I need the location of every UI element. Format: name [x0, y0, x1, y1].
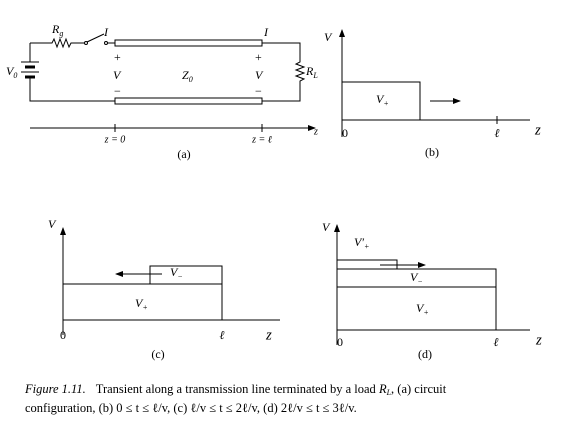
subscript: L: [312, 71, 318, 80]
symbol: V: [170, 265, 179, 279]
symbol: V: [416, 301, 425, 315]
polarity: +: [114, 50, 121, 64]
caption-text: Transient along a transmission line term…: [96, 382, 379, 396]
length-label: ℓ: [220, 328, 225, 342]
voltage-label: V: [255, 68, 264, 82]
position-label: z = 0: [104, 134, 126, 145]
wire-load: [262, 42, 306, 102]
symbol: R: [305, 64, 314, 78]
caption-text: , (a) circuit: [391, 382, 447, 396]
voltage-label: V: [113, 68, 122, 82]
symbol: V: [376, 92, 385, 106]
wave-label: V+: [416, 301, 429, 317]
origin-label: 0: [342, 126, 348, 140]
wire-source-resistor: [30, 37, 85, 49]
axis-label: V: [322, 220, 331, 234]
caption-line: configuration, (b) 0 ≤ t ≤ ℓ/v, (c) ℓ/v …: [25, 401, 357, 415]
axis-label: z: [534, 122, 541, 138]
subscript: 0: [13, 71, 17, 80]
caption-line: Figure 1.11. Transient along a transmissi…: [24, 382, 447, 397]
panel-label: (c): [151, 347, 164, 361]
symbol: V: [410, 270, 419, 284]
wave-label: V−: [410, 270, 423, 286]
current-label: I: [263, 25, 269, 39]
subscript: g: [59, 29, 63, 38]
axis-label: V: [48, 217, 57, 231]
panel-b: [339, 29, 530, 137]
axis-label: z: [535, 332, 542, 348]
wire-return: [29, 78, 115, 102]
axis-label: z: [265, 327, 272, 343]
length-label: ℓ: [494, 335, 499, 349]
length-label: ℓ: [495, 126, 500, 140]
panel-d: [334, 224, 530, 345]
load-label: RL: [305, 64, 318, 80]
polarity: +: [255, 50, 262, 64]
wave-label: V+: [376, 92, 389, 108]
wave-label: V+: [135, 296, 148, 312]
line-conductor-bottom: [114, 97, 263, 105]
wave-front: [341, 81, 421, 121]
polarity: −: [114, 84, 121, 98]
symbol: V: [6, 64, 15, 78]
line-conductor-top: [114, 39, 263, 47]
polarity: −: [255, 84, 262, 98]
wave-label: V′+: [354, 235, 369, 251]
symbol: R: [51, 22, 60, 36]
symbol: V: [135, 296, 144, 310]
panel-label: (a): [177, 147, 190, 161]
subscript: +: [383, 99, 388, 108]
symbol: Z: [182, 68, 189, 82]
panel-label: (d): [418, 347, 432, 361]
current-label: I: [103, 25, 109, 39]
subscript: −: [417, 277, 422, 286]
subscript: −: [177, 272, 182, 281]
wave-forward: [62, 283, 223, 321]
figure-number: Figure 1.11.: [24, 382, 86, 396]
impedance-label: Z0: [182, 68, 193, 84]
origin-label: 0: [337, 335, 343, 349]
switch-contact: [84, 41, 88, 45]
wave-label: V−: [170, 265, 183, 281]
subscript: +: [423, 308, 428, 317]
position-label: z = ℓ: [251, 134, 272, 145]
switch-blade: [86, 33, 105, 43]
resistor-label: Rg: [51, 22, 63, 38]
subscript: +: [142, 303, 147, 312]
axis-label: V: [324, 30, 333, 44]
origin-label: 0: [60, 328, 66, 342]
wave-sum: [336, 268, 497, 331]
caption-math: R: [378, 382, 387, 396]
wave-reflected: [149, 265, 223, 285]
symbol: V′: [354, 235, 364, 249]
subscript: +: [364, 242, 369, 251]
axis-label: z: [313, 126, 318, 137]
circuit: [21, 33, 316, 132]
source-label: V0: [6, 64, 17, 80]
panel-c: [60, 227, 280, 335]
panel-label: (b): [425, 145, 439, 159]
subscript: 0: [189, 75, 193, 84]
caption-subscript: L: [386, 388, 392, 397]
